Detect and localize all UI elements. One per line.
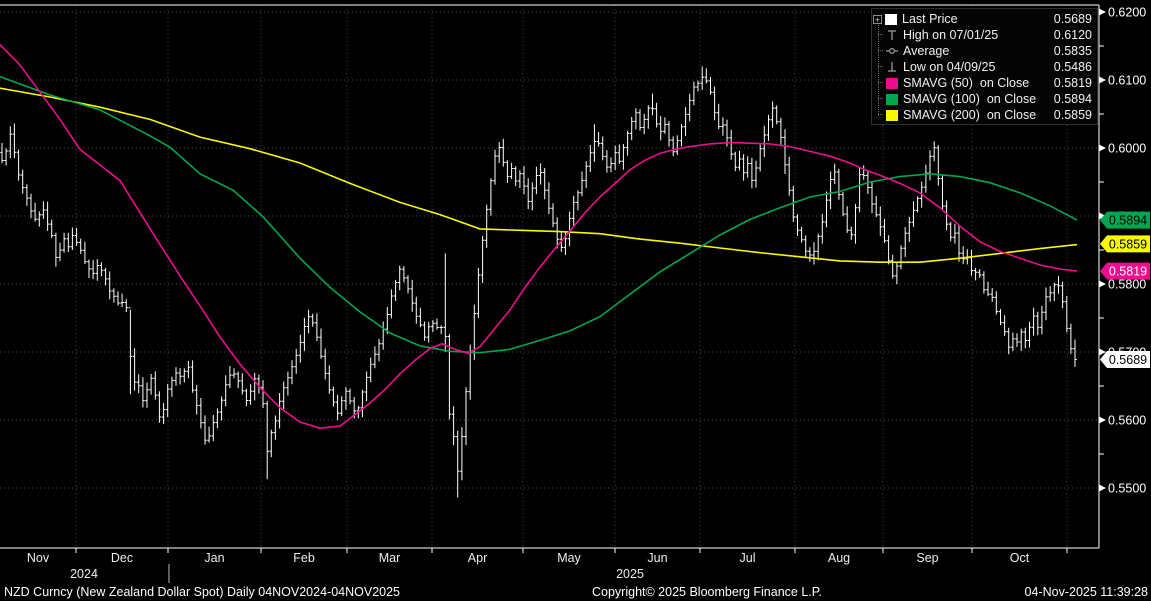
legend-row-smavg-200[interactable]: SMAVG (200) on Close 0.5859 [872,107,1097,123]
x-axis-month-feb: Feb [293,551,315,565]
legend-value: 0.5835 [1053,44,1092,58]
legend-tree-stub [878,98,883,100]
price-tag [1100,235,1150,253]
y-axis-label: 0.5600 [1108,414,1146,428]
legend-value: 0.5819 [1053,76,1092,90]
legend-row-high[interactable]: High on 07/01/25 0.6120 [872,27,1097,43]
price-tag [1100,262,1150,280]
x-axis-month-jun: Jun [647,551,668,565]
legend-label: SMAVG (100) on Close [903,92,1037,106]
y-tick-arrow [1099,348,1106,356]
legend-value: 0.6120 [1053,28,1092,42]
last-price-swatch-icon [885,13,897,25]
y-tick-arrow [1099,484,1106,492]
y-tick-arrow [1099,416,1106,424]
smavg-50-swatch-icon [886,77,898,89]
price-tag-value: 0.5689 [1109,353,1147,367]
x-axis-year-2024: 2024 [70,567,98,581]
legend-label: SMAVG (50) on Close [903,76,1030,90]
ohlc-bars-series [0,66,1077,498]
legend-value: 0.5486 [1053,60,1092,74]
x-axis-month-aug: Aug [827,551,851,565]
legend-value: 0.5689 [1053,12,1092,26]
x-axis-month-mar: Mar [378,551,401,565]
average-marker-icon [886,45,898,57]
y-axis-label: 0.6000 [1108,142,1146,156]
security-title: NZD Curncy (New Zealand Dollar Spot) Dai… [4,585,401,599]
timestamp-text: 04-Nov-2025 11:39:28 [1024,585,1148,599]
low-marker-icon [886,61,898,73]
smavg-200-swatch-icon [886,109,898,121]
y-axis-label: 0.5800 [1108,278,1146,292]
legend-tree-stub [878,50,883,52]
y-tick-arrow [1099,280,1106,288]
legend-row-smavg-100[interactable]: SMAVG (100) on Close 0.5894 [872,91,1097,107]
legend-row-average[interactable]: Average 0.5835 [872,43,1097,59]
legend-expand-icon[interactable]: + [873,14,882,25]
legend-label: High on 07/01/25 [903,28,999,42]
legend-value: 0.5894 [1053,92,1092,106]
y-axis-label: 0.6100 [1108,74,1146,88]
legend-value: 0.5859 [1053,108,1092,122]
y-axis-label: 0.6200 [1108,6,1146,20]
legend-tree-stub [878,34,883,36]
legend-tree-connector [878,23,879,116]
legend-tree-stub [878,66,883,68]
x-axis-month-dec: Dec [110,551,134,565]
legend-row-smavg-50[interactable]: SMAVG (50) on Close 0.5819 [872,75,1097,91]
legend-tree-stub [878,114,883,116]
x-axis-month-sep: Sep [916,551,939,565]
copyright-text: Copyright© 2025 Bloomberg Finance L.P. [592,585,822,599]
smavg-100-swatch-icon [886,93,898,105]
price-tag-value: 0.5859 [1109,237,1147,251]
smavg-50-line [0,44,1078,430]
x-axis-month-jan: Jan [204,551,225,565]
y-tick-arrow [1099,212,1106,220]
legend-label: Average [903,44,950,58]
legend-label: SMAVG (200) on Close [903,108,1037,122]
legend-label: Last Price [902,12,958,26]
x-axis-month-jul: Jul [739,551,756,565]
price-tag [1100,211,1150,229]
x-axis-month-may: May [557,551,581,565]
y-tick-arrow [1099,144,1106,152]
y-tick-arrow [1099,76,1106,84]
x-axis-year-2025: 2025 [616,567,644,581]
x-axis-month-apr: Apr [467,551,488,565]
y-tick-arrow [1099,8,1106,16]
high-marker-icon [886,29,898,41]
legend-tree-stub [878,82,883,84]
legend-panel: + Last Price 0.5689 High on 07/01/25 0.6120 A… [871,8,1098,125]
price-tag-value: 0.5894 [1109,214,1147,228]
legend-row-low[interactable]: Low on 04/09/25 0.5486 [872,59,1097,75]
x-axis-month-nov: Nov [26,551,50,565]
y-axis-label: 0.5500 [1108,482,1146,496]
footer-bar: NZD Curncy (New Zealand Dollar Spot) Dai… [0,584,1151,601]
smavg-100-line [0,75,1078,354]
x-axis-month-oct: Oct [1009,551,1030,565]
price-tag-value: 0.5819 [1109,265,1147,279]
legend-label: Low on 04/09/25 [903,60,996,74]
legend-row-last-price[interactable]: + Last Price 0.5689 [872,11,1097,27]
smavg-200-line [0,87,1078,263]
price-tag [1100,350,1150,368]
